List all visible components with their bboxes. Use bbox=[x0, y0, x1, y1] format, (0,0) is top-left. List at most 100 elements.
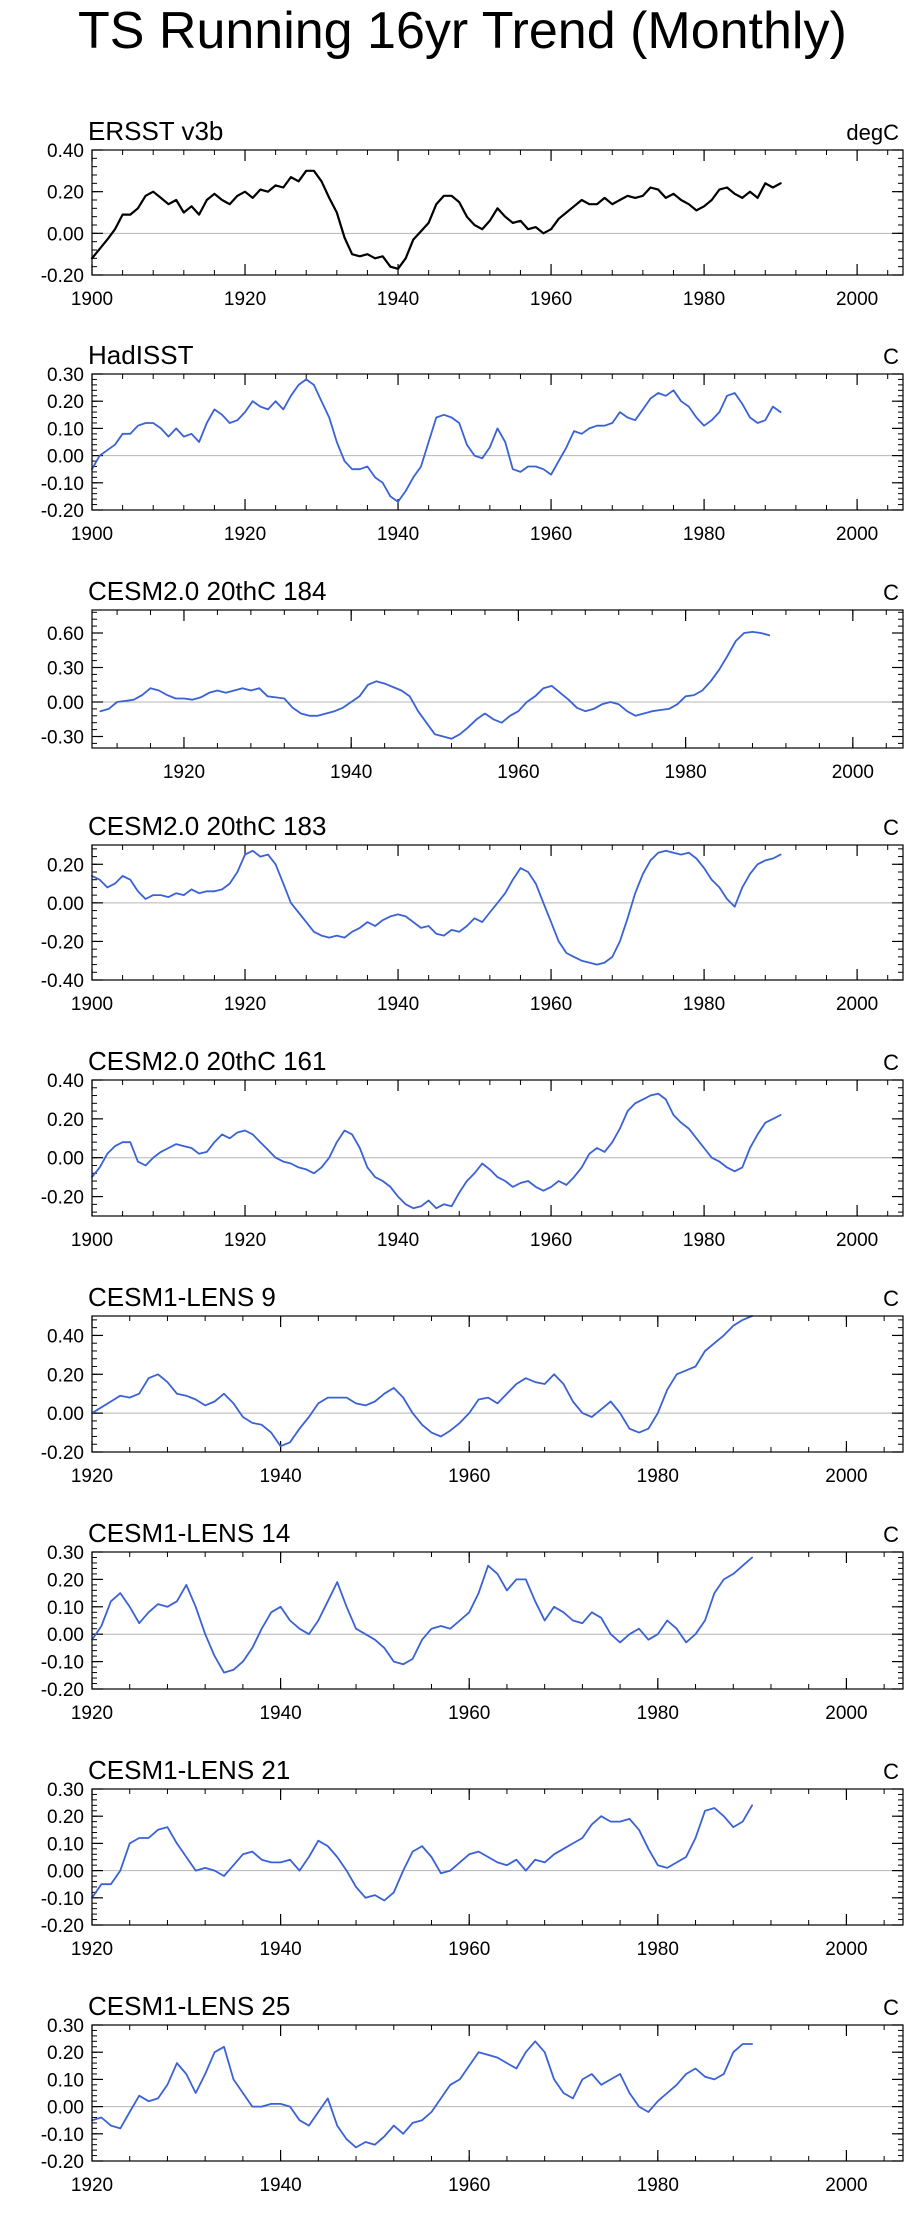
x-tick-label: 1940 bbox=[377, 994, 419, 1015]
y-tick-label: -0.10 bbox=[41, 2125, 84, 2146]
y-tick-label: 0.00 bbox=[47, 693, 84, 714]
y-tick-label: 0.20 bbox=[47, 1570, 84, 1591]
panel-title: CESM1-LENS 14 bbox=[88, 1518, 290, 1548]
series-line bbox=[99, 631, 771, 740]
x-tick-label: 1980 bbox=[637, 1939, 679, 1960]
y-tick-label: 0.30 bbox=[47, 1543, 84, 1564]
units-label: C bbox=[883, 1286, 899, 1311]
x-tick-label: 1960 bbox=[530, 524, 572, 545]
panel-title: CESM2.0 20thC 184 bbox=[88, 576, 326, 606]
y-tick-label: 0.30 bbox=[47, 1780, 84, 1801]
chart-panel: CESM2.0 20thC 184 C 1920 1940 1960 1980 2000 -0… bbox=[41, 576, 904, 783]
chart-panel: CESM1-LENS 25 C 1920 1940 1960 1980 2000 -0.20 -… bbox=[41, 1991, 904, 2196]
panel-title: ERSST v3b bbox=[88, 116, 223, 146]
y-tick-label: -0.20 bbox=[41, 2152, 84, 2173]
units-label: C bbox=[883, 1522, 899, 1547]
x-tick-label: 1980 bbox=[664, 762, 706, 783]
units-label: degC bbox=[846, 120, 899, 145]
x-tick-label: 1960 bbox=[448, 1466, 490, 1487]
chart-panel: CESM2.0 20thC 183 C 1900 1920 1940 1960 1980 20… bbox=[41, 811, 904, 1015]
x-tick-label: 1980 bbox=[683, 289, 725, 310]
y-tick-label: 0.10 bbox=[47, 419, 84, 440]
units-label: C bbox=[883, 1759, 899, 1784]
plot-frame bbox=[91, 149, 904, 276]
x-tick-label: 1960 bbox=[530, 289, 572, 310]
units-label: C bbox=[883, 580, 899, 605]
x-tick-label: 1960 bbox=[448, 1939, 490, 1960]
y-tick-label: 0.00 bbox=[47, 447, 84, 468]
y-tick-label: 0.30 bbox=[47, 659, 84, 680]
plot-frame bbox=[91, 2024, 904, 2162]
units-label: C bbox=[883, 1050, 899, 1075]
y-tick-label: -0.20 bbox=[41, 932, 84, 953]
x-tick-label: 1940 bbox=[259, 1703, 301, 1724]
panel-title: CESM1-LENS 21 bbox=[88, 1755, 290, 1785]
x-tick-label: 1920 bbox=[224, 289, 266, 310]
plot-frame bbox=[91, 609, 904, 749]
x-tick-label: 1980 bbox=[637, 1703, 679, 1724]
y-tick-label: 0.10 bbox=[47, 1598, 84, 1619]
x-tick-label: 1900 bbox=[71, 994, 113, 1015]
x-tick-label: 1940 bbox=[377, 524, 419, 545]
plot-frame bbox=[91, 844, 904, 981]
y-tick-label: 0.20 bbox=[47, 855, 84, 876]
y-tick-label: 0.00 bbox=[47, 1862, 84, 1883]
x-tick-label: 1920 bbox=[71, 1466, 113, 1487]
x-tick-label: 2000 bbox=[836, 1230, 878, 1251]
y-tick-label: -0.10 bbox=[41, 1889, 84, 1910]
plot-frame bbox=[91, 1788, 904, 1926]
series-line bbox=[91, 1315, 753, 1448]
y-tick-label: 0.10 bbox=[47, 2070, 84, 2091]
y-tick-label: 0.10 bbox=[47, 1834, 84, 1855]
figure-title: TS Running 16yr Trend (Monthly) bbox=[78, 2, 847, 60]
plot-frame bbox=[91, 1315, 904, 1453]
x-tick-label: 2000 bbox=[825, 2175, 867, 2196]
x-tick-label: 1920 bbox=[71, 1939, 113, 1960]
y-tick-label: 0.00 bbox=[47, 1625, 84, 1646]
x-tick-label: 1940 bbox=[259, 2175, 301, 2196]
x-tick-label: 1980 bbox=[683, 524, 725, 545]
x-tick-label: 2000 bbox=[825, 1939, 867, 1960]
series-line bbox=[91, 2040, 753, 2149]
y-tick-label: 0.00 bbox=[47, 1404, 84, 1425]
chart-panel: CESM1-LENS 21 C 1920 1940 1960 1980 2000 -0.20 -… bbox=[41, 1755, 904, 1960]
panel-title: HadISST bbox=[88, 340, 194, 370]
x-tick-label: 2000 bbox=[825, 1466, 867, 1487]
chart-panel: ERSST v3b degC 1900 1920 1940 1960 1980 2000 -0.… bbox=[41, 116, 904, 310]
y-tick-label: -0.20 bbox=[41, 1680, 84, 1701]
y-tick-label: 0.00 bbox=[47, 2098, 84, 2119]
series-line bbox=[91, 849, 782, 966]
x-tick-label: 2000 bbox=[836, 289, 878, 310]
units-label: C bbox=[883, 344, 899, 369]
x-tick-label: 1960 bbox=[448, 1703, 490, 1724]
x-tick-label: 2000 bbox=[836, 994, 878, 1015]
plot-frame bbox=[91, 373, 904, 511]
series-line bbox=[91, 1804, 753, 1902]
chart-panel: CESM1-LENS 14 C 1920 1940 1960 1980 2000 -0.20 -… bbox=[41, 1518, 904, 1724]
x-tick-label: 1920 bbox=[71, 2175, 113, 2196]
y-tick-label: 0.20 bbox=[47, 183, 84, 204]
chart-panel: CESM1-LENS 9 C 1920 1940 1960 1980 2000 -0.20 0.… bbox=[41, 1282, 904, 1487]
y-tick-label: 0.20 bbox=[47, 2043, 84, 2064]
x-tick-label: 1980 bbox=[637, 2175, 679, 2196]
x-tick-label: 1920 bbox=[224, 1230, 266, 1251]
y-tick-label: 0.40 bbox=[47, 1071, 84, 1092]
y-tick-label: 0.20 bbox=[47, 1110, 84, 1131]
units-label: C bbox=[883, 1995, 899, 2020]
y-tick-label: 0.40 bbox=[47, 141, 84, 162]
y-tick-label: 0.20 bbox=[47, 1365, 84, 1386]
plot-frame bbox=[91, 1551, 904, 1690]
x-tick-label: 1940 bbox=[259, 1939, 301, 1960]
y-tick-label: -0.40 bbox=[41, 971, 84, 992]
x-tick-label: 1940 bbox=[377, 1230, 419, 1251]
x-tick-label: 1920 bbox=[71, 1703, 113, 1724]
x-tick-label: 2000 bbox=[832, 762, 874, 783]
x-tick-label: 1940 bbox=[330, 762, 372, 783]
y-tick-label: -0.20 bbox=[41, 501, 84, 522]
x-tick-label: 1980 bbox=[683, 1230, 725, 1251]
panel-title: CESM1-LENS 9 bbox=[88, 1282, 276, 1312]
x-tick-label: 1940 bbox=[259, 1466, 301, 1487]
panel-title: CESM2.0 20thC 161 bbox=[88, 1046, 326, 1076]
series-line bbox=[91, 378, 782, 503]
chart-panel: HadISST C 1900 1920 1940 1960 1980 2000 -0.20 -0.… bbox=[41, 340, 904, 545]
